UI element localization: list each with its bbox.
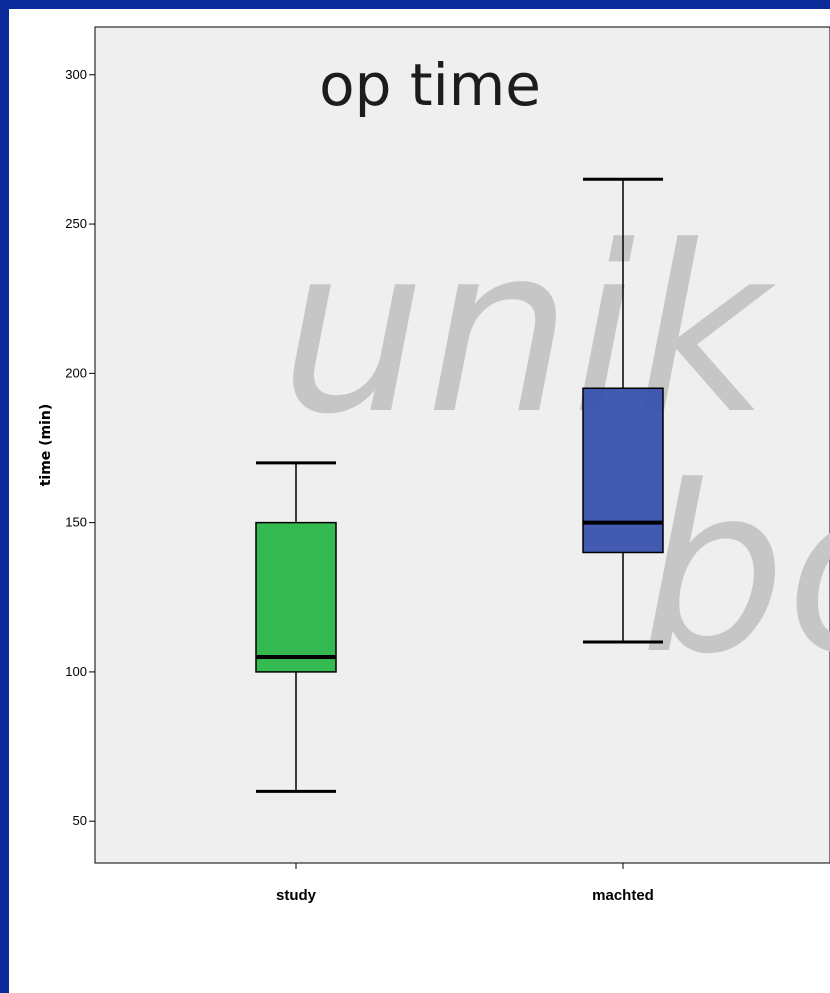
y-tick-label: 250 [65, 216, 87, 231]
watermark-text-line-1: unik [280, 198, 776, 465]
chart-title: op time [319, 51, 541, 119]
watermark-text-line-2: bo [640, 438, 830, 705]
frame-left-border [0, 0, 9, 993]
frame-top-border [0, 0, 830, 9]
y-axis-title: time (min) [38, 404, 54, 487]
y-tick-label: 150 [65, 515, 87, 530]
y-tick-label: 50 [73, 813, 87, 828]
y-tick-label: 200 [65, 365, 87, 380]
box-machted [582, 387, 664, 554]
y-tick-label: 300 [65, 67, 87, 82]
x-tick-label-study: study [276, 887, 317, 904]
plot-area [94, 26, 830, 864]
x-tick-label-machted: machted [592, 887, 654, 904]
box-study [255, 521, 337, 673]
y-tick-label: 100 [65, 664, 87, 679]
